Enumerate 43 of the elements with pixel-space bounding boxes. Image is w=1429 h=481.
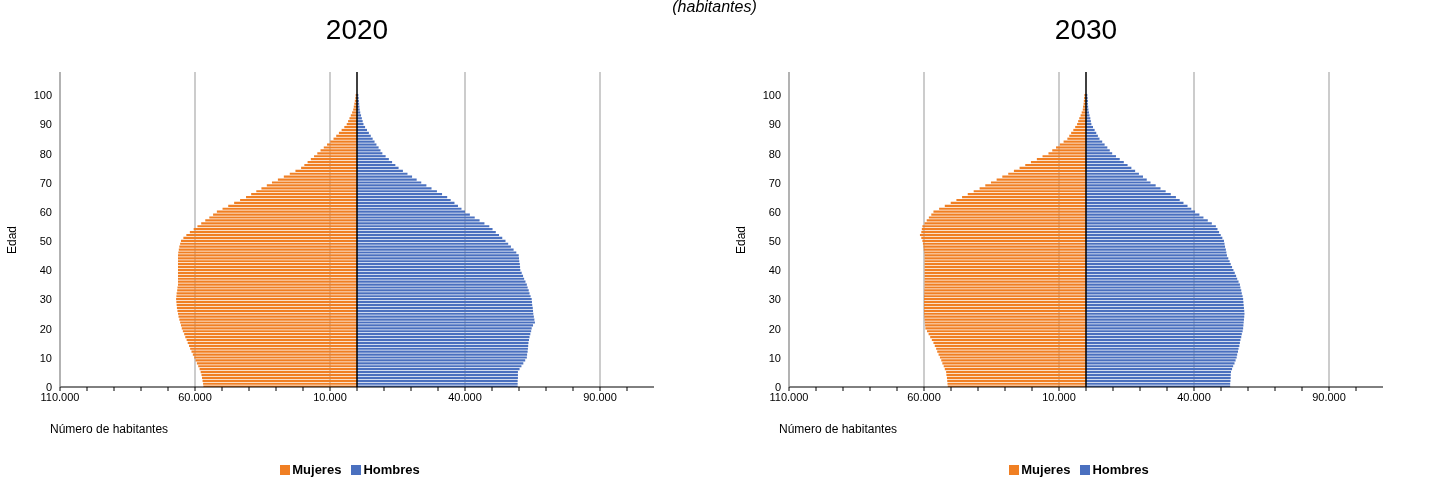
y-tick-label: 20 xyxy=(39,322,52,335)
x-tick-label: 110.000 xyxy=(769,390,809,403)
x-tick-label: 90.000 xyxy=(583,390,617,403)
x-tick-label: 10.000 xyxy=(1042,390,1076,403)
y-tick-label: 90 xyxy=(39,118,52,131)
x-tick-label: 60.000 xyxy=(178,390,212,403)
y-tick-label: 0 xyxy=(774,380,781,393)
x-tick-label: 40.000 xyxy=(1177,390,1211,403)
x-tick-label: 110.000 xyxy=(40,390,80,403)
x-tick-label: 40.000 xyxy=(448,390,482,403)
legend-label: Mujeres xyxy=(1021,462,1071,477)
y-tick-label: 10 xyxy=(768,351,781,364)
y-tick-label: 100 xyxy=(762,89,781,102)
y-tick-label: 0 xyxy=(45,380,52,393)
text: (habitantes) xyxy=(672,0,757,15)
y-tick-label: 40 xyxy=(39,264,52,277)
y-tick-label: 30 xyxy=(39,293,52,306)
legend-label: Hombres xyxy=(363,462,420,477)
x-axis-title: Número de habitantes xyxy=(779,422,898,436)
y-tick-label: 70 xyxy=(768,176,781,189)
y-axis-title: Edad xyxy=(734,225,748,255)
y-tick-label: 70 xyxy=(39,176,52,189)
y-tick-label: 10 xyxy=(39,351,52,364)
x-axis-title: Número de habitantes xyxy=(50,422,169,436)
y-tick-label: 100 xyxy=(33,89,52,102)
y-tick-label: 80 xyxy=(39,147,52,160)
y-tick-label: 20 xyxy=(768,322,781,335)
x-tick-label: 10.000 xyxy=(313,390,347,403)
y-tick-label: 80 xyxy=(768,147,781,160)
chart-title: 2020 xyxy=(324,14,390,46)
legend-label: Hombres xyxy=(1092,462,1149,477)
y-tick-label: 30 xyxy=(768,293,781,306)
y-tick-label: 50 xyxy=(39,235,52,248)
legend-label: Mujeres xyxy=(292,462,342,477)
x-tick-label: 60.000 xyxy=(907,390,941,403)
y-tick-label: 60 xyxy=(768,205,781,218)
y-tick-label: 40 xyxy=(768,264,781,277)
y-tick-label: 90 xyxy=(768,118,781,131)
y-axis-title: Edad xyxy=(5,225,19,255)
y-tick-label: 50 xyxy=(768,235,781,248)
chart-title: 2030 xyxy=(1053,14,1119,46)
y-tick-label: 60 xyxy=(39,205,52,218)
x-tick-label: 90.000 xyxy=(1312,390,1346,403)
